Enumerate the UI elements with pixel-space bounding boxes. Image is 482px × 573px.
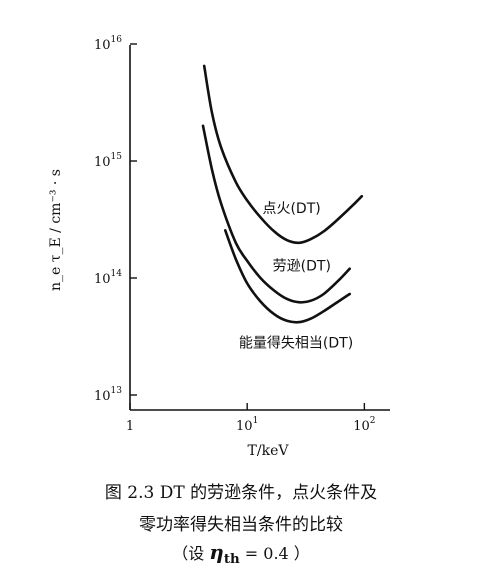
series-layer <box>201 64 364 324</box>
series-line-1 <box>202 64 364 245</box>
series-line-2 <box>201 124 351 304</box>
x-tick-label: 1 <box>126 419 134 434</box>
caption-line-1: 图 2.3 DT 的劳逊条件，点火条件及 <box>104 483 378 503</box>
series-label-3: 能量得失相当(DT) <box>239 334 353 351</box>
caption-line-3: （设 ηth = 0.4 ） <box>0 540 482 567</box>
x-axis-title: T/keV <box>248 443 290 459</box>
y-tick-label: 1013 <box>94 386 122 404</box>
x-tick-label: 101 <box>236 416 258 434</box>
x-ticks: 1 101 102 <box>126 403 376 434</box>
series-label-1: 点火(DT) <box>262 201 320 217</box>
y-axis-title: n_e τ_E / cm⁻³ · s <box>48 169 64 291</box>
caption-line-2: 零功率得失相当条件的比较 <box>139 515 343 535</box>
caption-prefix: （设 <box>172 544 210 563</box>
caption-eta-symbol: η <box>209 540 224 564</box>
y-tick-label: 1014 <box>94 269 122 287</box>
caption-suffix: = 0.4 ） <box>239 544 310 563</box>
x-tick-label: 102 <box>353 416 375 434</box>
series-label-2: 劳逊(DT) <box>273 258 331 274</box>
curve-labels: 点火(DT) 劳逊(DT) 能量得失相当(DT) <box>239 201 353 352</box>
caption-eta-subscript: th <box>223 551 240 568</box>
series-line-3 <box>224 229 351 324</box>
y-tick-label: 1016 <box>94 35 122 53</box>
y-tick-label: 1015 <box>94 152 122 170</box>
